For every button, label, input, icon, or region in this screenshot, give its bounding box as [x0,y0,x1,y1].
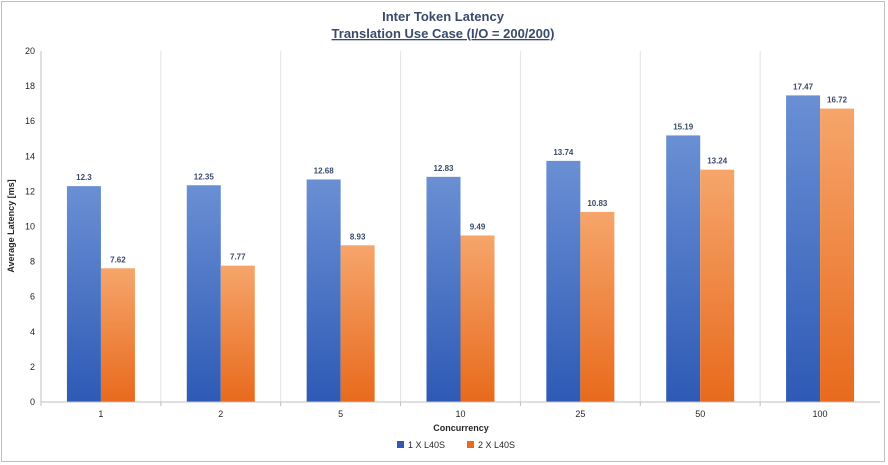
y-tick-label: 10 [25,222,35,232]
x-tick-label: 1 [98,409,103,419]
chart-title: Inter Token Latency [382,9,505,24]
bar-series-1 [426,176,461,402]
legend: 1 X L40S 2 X L40S [397,440,515,450]
bar-series-1 [186,185,221,402]
data-label: 12.3 [76,173,92,182]
data-label: 16.72 [827,96,848,105]
gridlines [160,51,761,402]
bar-series-1 [66,186,101,402]
bars [66,95,855,403]
bar-series-1 [666,135,701,402]
bar-series-2 [820,108,855,403]
bar-series-2 [340,245,375,402]
data-label: 10.83 [587,199,608,208]
bar-series-1 [306,179,341,402]
data-label: 12.35 [194,172,215,181]
legend-label: 2 X L40S [478,440,515,450]
data-label: 17.47 [793,82,814,91]
y-tick-label: 14 [25,151,35,161]
y-tick-label: 6 [30,292,35,302]
bar-series-2 [220,265,255,402]
data-label: 13.24 [707,157,728,166]
bar-series-2 [700,169,735,402]
data-label: 12.68 [314,166,335,175]
x-tick-label: 10 [455,409,465,419]
x-tick-label: 50 [695,409,705,419]
data-label: 15.19 [673,122,694,131]
y-tick-label: 4 [30,327,35,337]
x-tick-label: 5 [338,409,343,419]
chart-subtitle: Translation Use Case (I/O = 200/200) [332,26,555,41]
legend-swatch [397,441,404,448]
y-tick-label: 0 [30,397,35,407]
data-label: 7.62 [110,255,126,264]
data-labels: 12.3 7.62 12.35 7.77 12.68 8.93 12.83 9.49 13.74… [76,82,847,264]
y-tick-label: 12 [25,186,35,196]
bar-series-2 [460,235,495,402]
bar-series-2 [100,268,135,402]
legend-label: 1 X L40S [408,440,445,450]
bar-series-1 [786,95,821,403]
data-label: 13.74 [553,148,574,157]
y-tick-label: 2 [30,362,35,372]
data-label: 7.77 [230,253,246,262]
y-tick-label: 8 [30,257,35,267]
bar-series-2 [580,211,615,402]
y-tick-label: 18 [25,81,35,91]
data-label: 8.93 [350,232,366,241]
y-tick-label: 16 [25,116,35,126]
data-label: 12.83 [433,164,454,173]
x-tick-label: 25 [575,409,585,419]
bar-series-1 [546,160,581,402]
y-axis-label: Average Latency [ms] [6,179,16,272]
legend-swatch [467,441,474,448]
x-tick-label: 2 [218,409,223,419]
y-tick-label: 20 [25,46,35,56]
x-axis-label: Concurrency [433,423,489,433]
x-tick-label: 100 [813,409,828,419]
data-label: 9.49 [470,222,486,231]
